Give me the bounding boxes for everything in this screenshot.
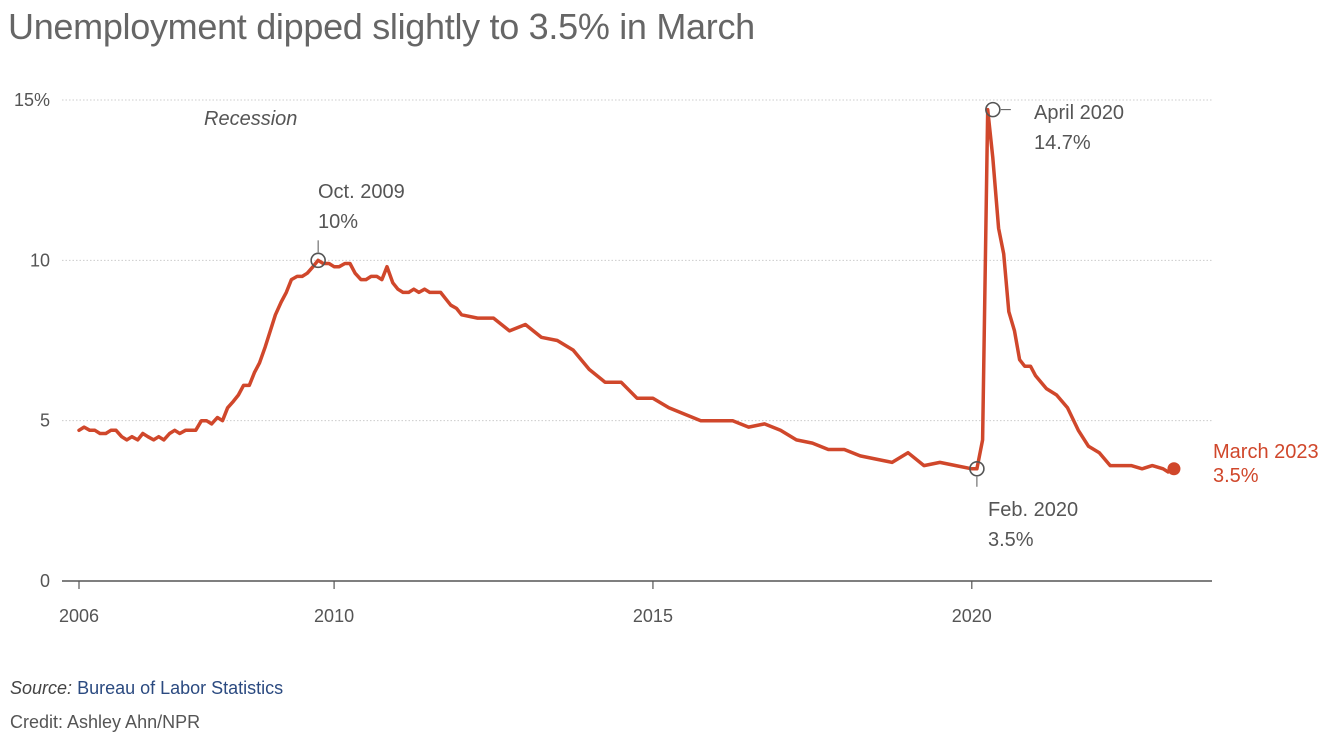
x-tick-label: 2015 <box>633 606 673 626</box>
annotation-label: Feb. 2020 <box>988 499 1078 521</box>
source-label: Source: <box>10 678 73 698</box>
x-tick-label: 2006 <box>59 606 99 626</box>
source-link[interactable]: Bureau of Labor Statistics <box>77 678 284 698</box>
x-tick-label: 2010 <box>314 606 354 626</box>
y-tick-label: 5 <box>40 411 50 431</box>
line-chart: 0 5 10 15% 2006 2010 2015 2020 Recession Oct. … <box>14 90 1319 626</box>
gridlines <box>62 99 1212 582</box>
current-point <box>1167 462 1181 476</box>
annotation-value: 14.7% <box>1034 132 1091 154</box>
annotation-label: April 2020 <box>1034 102 1124 124</box>
annotation-marker <box>310 252 326 269</box>
recession-label: Recession <box>204 108 297 130</box>
annotation-marker <box>985 101 1001 118</box>
current-value-label: 3.5% <box>1213 465 1259 487</box>
current-label: March 2023 <box>1213 441 1319 463</box>
annotation-value: 3.5% <box>988 529 1034 551</box>
x-tick-label: 2020 <box>952 606 992 626</box>
y-axis-ticks: 0 5 10 15% <box>14 90 50 591</box>
source-line: Source: Bureau of Labor Statistics <box>10 678 283 699</box>
series-line-unemployment <box>77 107 1176 474</box>
y-tick-label: 0 <box>40 571 50 591</box>
annotation-label: Oct. 2009 <box>318 181 405 203</box>
annotation-value: 10% <box>318 211 358 233</box>
x-axis: 2006 2010 2015 2020 <box>59 581 992 626</box>
y-tick-label: 15% <box>14 90 50 110</box>
annotation-marker <box>969 460 985 477</box>
credit-line: Credit: Ashley Ahn/NPR <box>10 712 201 732</box>
chart-title: Unemployment dipped slightly to 3.5% in … <box>8 6 755 47</box>
annotations: Oct. 2009 10% April 2020 14.7% Feb. 2020 3.5% <box>310 101 1124 551</box>
y-tick-label: 10 <box>30 250 50 270</box>
